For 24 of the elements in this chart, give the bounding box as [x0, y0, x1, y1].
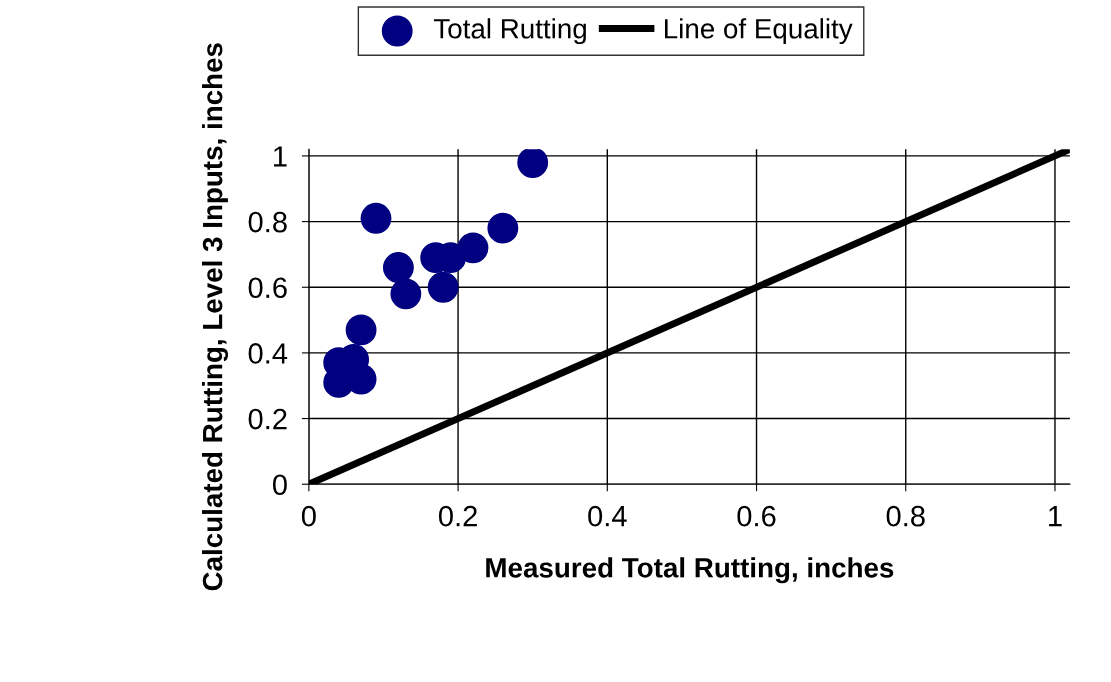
x-tick-label: 0.4	[588, 505, 627, 527]
legend-label: Line of Equality	[665, 18, 853, 45]
x-tick-label: 0.6	[737, 505, 776, 527]
y-tick-label: 0.4	[248, 343, 288, 364]
y-tick-label: 1	[274, 146, 287, 167]
x-axis-title: Measured Total Rutting, inches	[486, 557, 894, 584]
y-tick-label: 0	[272, 474, 287, 496]
point	[457, 232, 489, 264]
x-tick-label: 1	[1049, 506, 1062, 527]
y-axis-title: Calculated Rutting, Level 3 Inputs, inches	[202, 43, 229, 591]
point	[390, 278, 422, 310]
y-tick-label: 0.8	[248, 211, 287, 233]
y-tick-label: 0.6	[248, 277, 287, 299]
x-tick-label: 0.2	[438, 505, 477, 527]
point	[427, 271, 459, 303]
point	[345, 314, 377, 346]
legend-label: Total Rutting	[433, 18, 586, 45]
point	[382, 252, 414, 283]
point	[360, 202, 392, 234]
x-tick-label: 0.8	[886, 505, 925, 527]
point	[487, 212, 519, 244]
point	[517, 149, 549, 178]
x-tick-label: 0	[301, 505, 316, 527]
y-tick-label: 0.2	[248, 408, 287, 430]
